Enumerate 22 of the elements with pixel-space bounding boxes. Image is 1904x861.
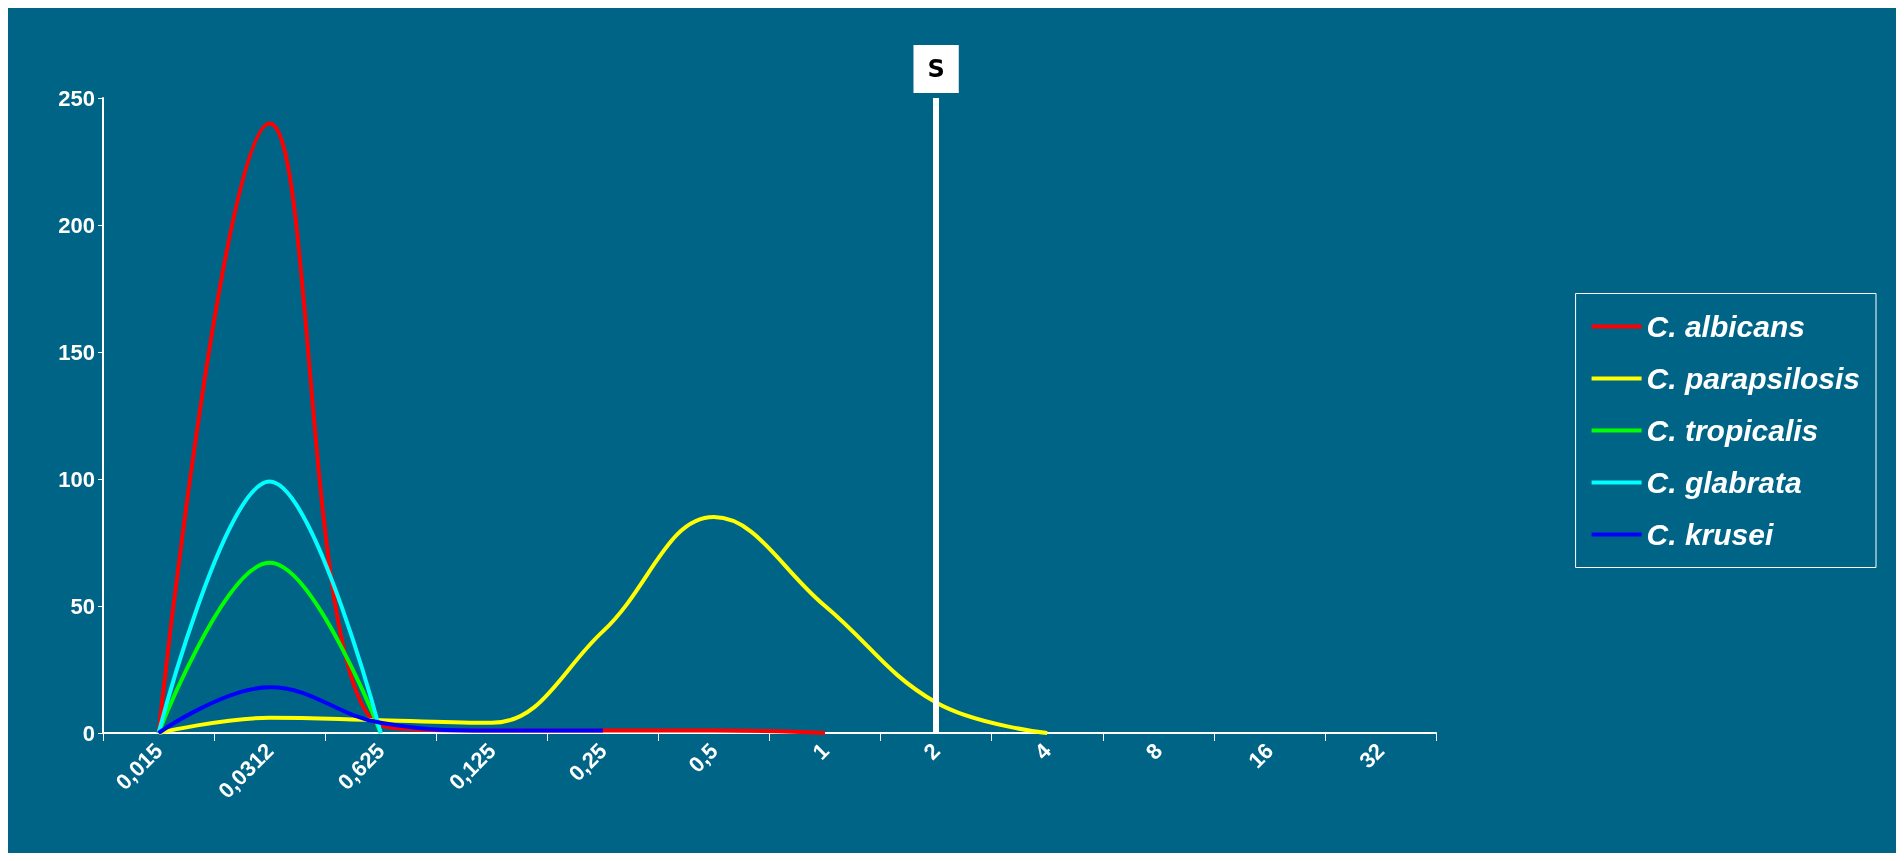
x-tick-label: 4: [1029, 737, 1057, 765]
legend-label: C. glabrata: [1646, 466, 1802, 499]
x-tick-label: 0,25: [563, 738, 612, 787]
x-tick-label: 8: [1140, 738, 1168, 765]
x-tick-label: 16: [1243, 738, 1279, 774]
x-tick-label: 1: [807, 738, 834, 765]
legend-label: C. albicans: [1646, 310, 1805, 343]
y-tick-label: 150: [58, 339, 95, 365]
y-tick-label: 250: [58, 85, 95, 111]
y-tick-label: 50: [70, 593, 95, 619]
y-tick-label: 0: [82, 720, 95, 746]
legend-label: C. parapsilosis: [1646, 362, 1861, 395]
x-tick-label: 32: [1354, 738, 1390, 774]
line-series: [156, 515, 1050, 735]
line-series: [156, 685, 605, 735]
y-tick-label: 200: [58, 212, 95, 238]
legend-label: C. krusei: [1646, 518, 1774, 551]
y-tick-label: 100: [58, 466, 95, 492]
ref-line-label: S: [927, 55, 945, 83]
legend-label: C. tropicalis: [1646, 414, 1819, 447]
x-tick-label: 2: [918, 738, 945, 765]
x-tick-label: 0,5: [683, 738, 723, 778]
